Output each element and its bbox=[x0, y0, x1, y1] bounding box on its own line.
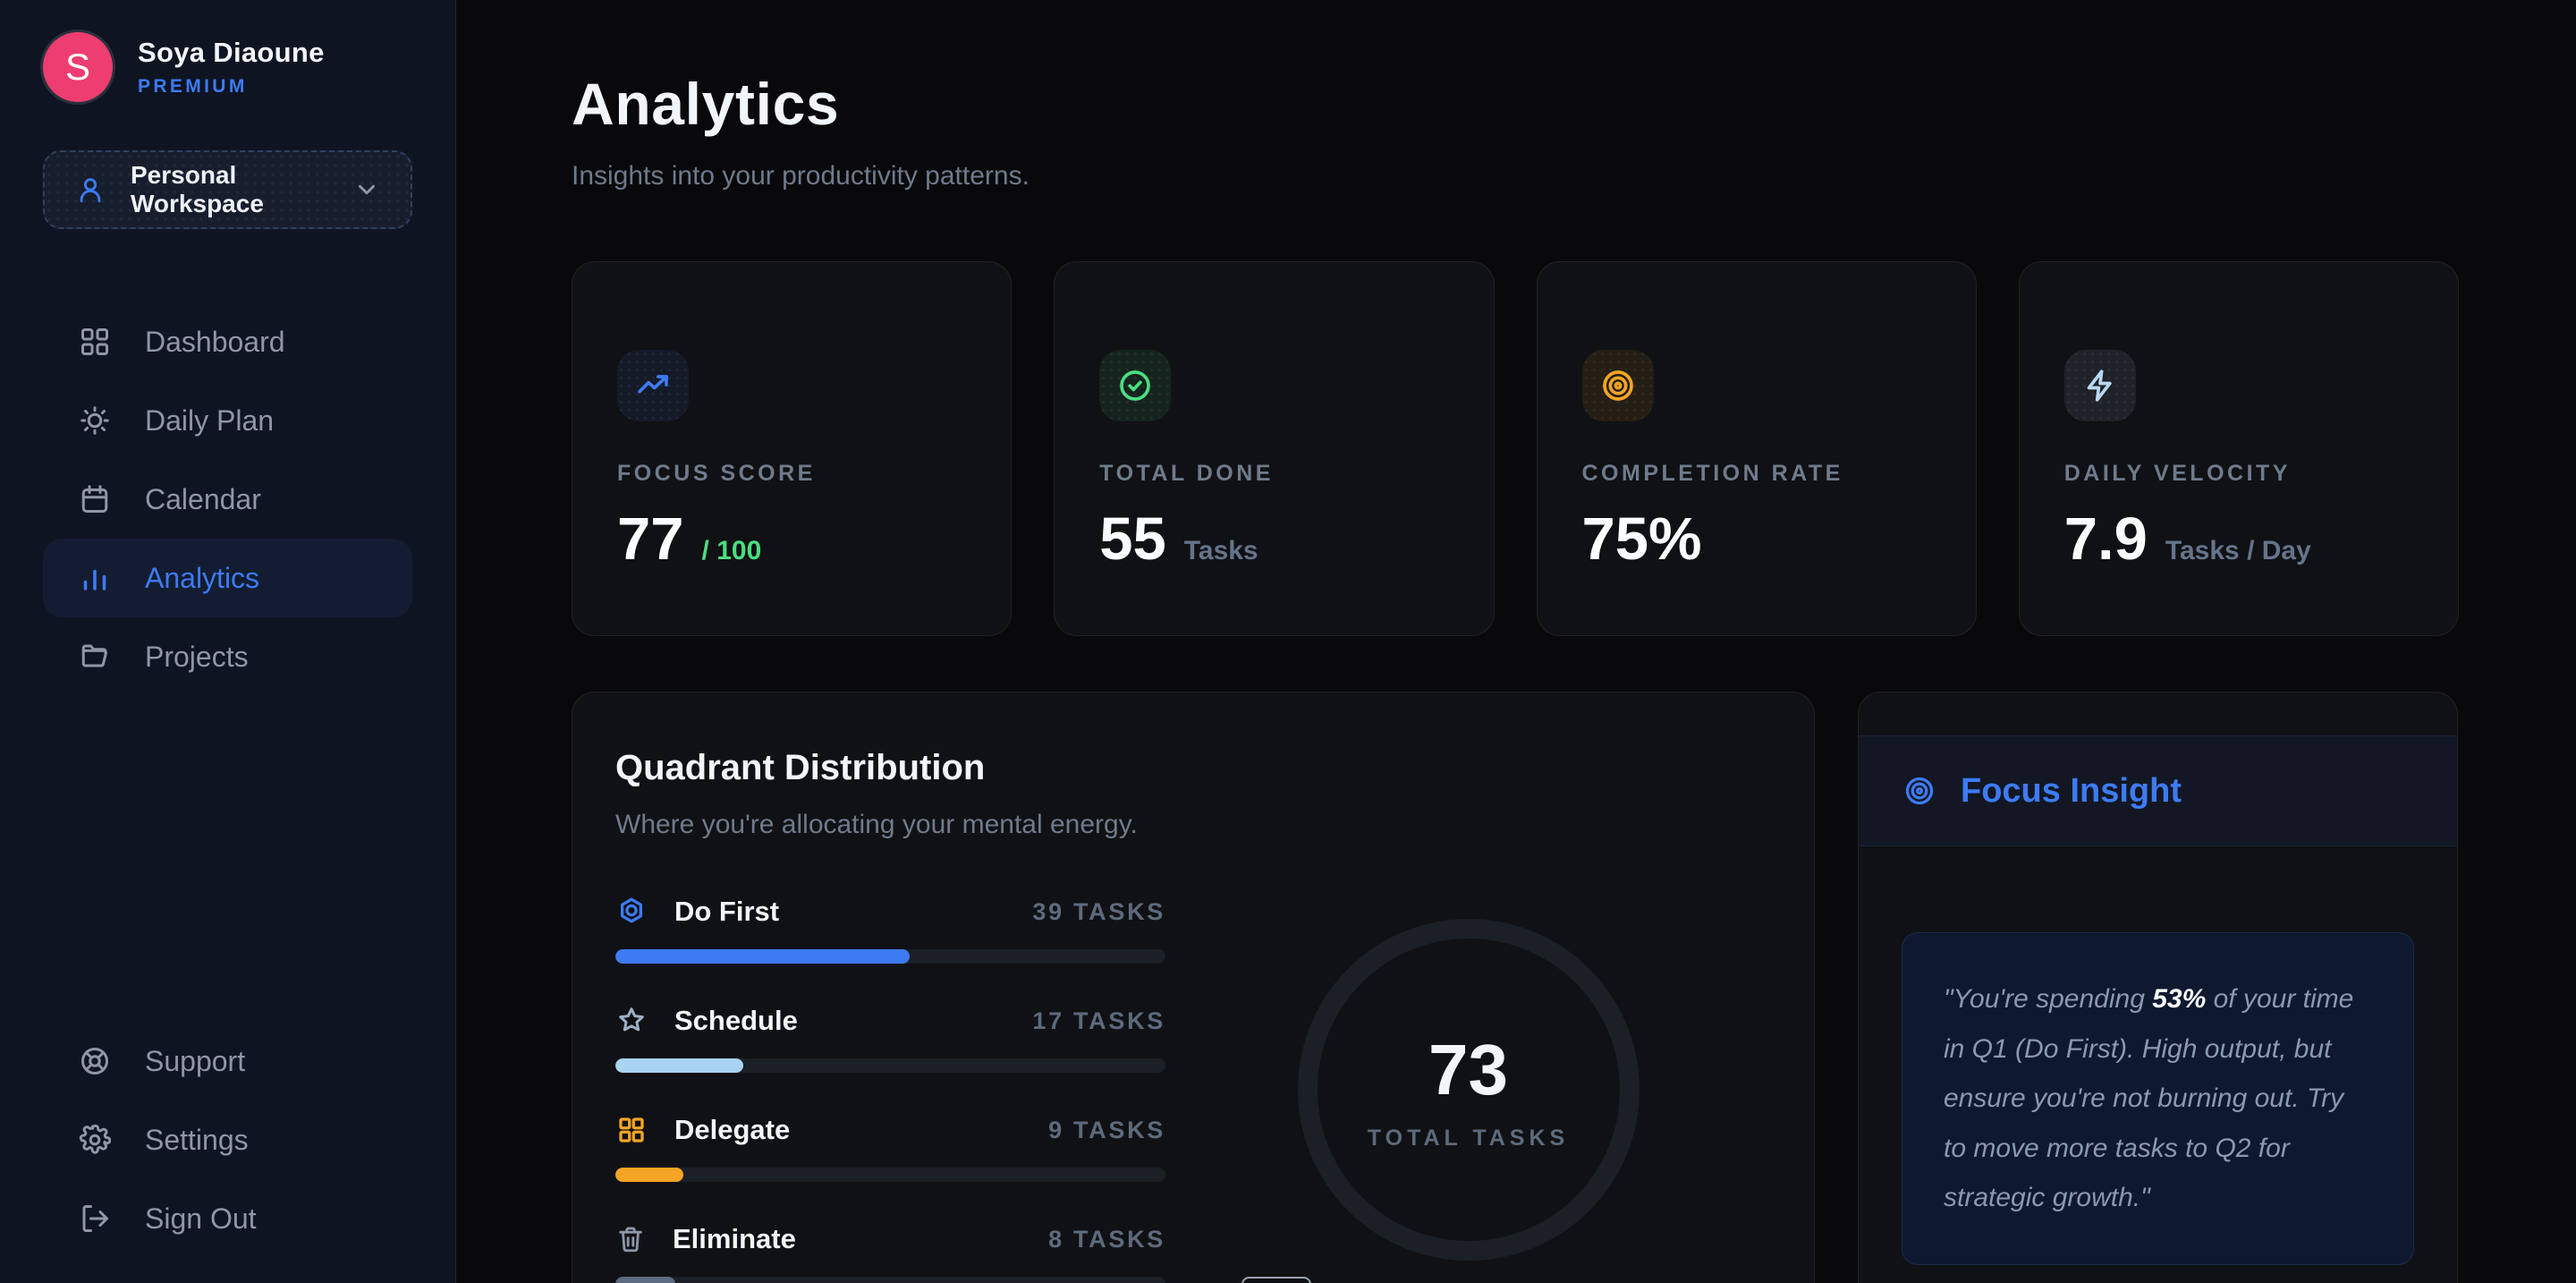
stat-card-total-done: TOTAL DONE 55 Tasks bbox=[1054, 261, 1495, 636]
trending-up-icon bbox=[617, 350, 689, 421]
progress-fill bbox=[615, 1168, 683, 1182]
stat-suffix: Tasks / Day bbox=[2165, 536, 2311, 565]
sidebar-item-label: Support bbox=[145, 1044, 246, 1077]
stat-suffix: Tasks bbox=[1183, 536, 1258, 565]
donut-total-value: 73 bbox=[1428, 1029, 1508, 1109]
sidebar-item-label: Projects bbox=[145, 640, 249, 673]
target-icon bbox=[1903, 775, 1936, 807]
star-icon bbox=[615, 1005, 648, 1037]
main-content: Analytics Insights into your productivit… bbox=[456, 0, 2576, 1283]
grid-icon bbox=[79, 326, 111, 358]
quadrant-rows: Do First 39 TASKS Schedule 17 TASKS bbox=[615, 896, 1165, 1283]
sidebar-item-projects[interactable]: Projects bbox=[43, 617, 412, 696]
trash-icon bbox=[615, 1224, 646, 1254]
focus-insight-header: Focus Insight bbox=[1859, 735, 2457, 846]
sidebar-item-label: Daily Plan bbox=[145, 404, 275, 437]
donut-total-label: TOTAL TASKS bbox=[1367, 1125, 1570, 1151]
user-name: Soya Diaoune bbox=[138, 37, 325, 68]
donut-chart: 73 TOTAL TASKS bbox=[1165, 896, 1771, 1261]
quote-text: of your time in Q1 (Do First). High outp… bbox=[1944, 984, 2354, 1212]
user-profile: S Soya Diaoune PREMIUM bbox=[0, 32, 455, 102]
quadrant-row-eliminate: Eliminate 8 TASKS bbox=[615, 1223, 1165, 1283]
quadrant-distribution-card: Quadrant Distribution Where you're alloc… bbox=[572, 692, 1815, 1283]
quadrant-row-do-first: Do First 39 TASKS bbox=[615, 896, 1165, 964]
stat-value: 7.9 bbox=[2063, 506, 2148, 573]
stat-card-focus-score: FOCUS SCORE 77 / 100 bbox=[572, 261, 1013, 636]
gear-icon bbox=[79, 1124, 111, 1156]
stat-label: COMPLETION RATE bbox=[1581, 461, 1843, 486]
progress-track bbox=[615, 949, 1165, 964]
lower-section: Quadrant Distribution Where you're alloc… bbox=[572, 692, 2459, 1283]
workspace-selector[interactable]: Personal Workspace bbox=[43, 150, 412, 229]
progress-fill bbox=[615, 949, 910, 964]
progress-fill bbox=[615, 1277, 676, 1283]
focus-insight-card: Focus Insight "You're spending 53% of yo… bbox=[1858, 692, 2458, 1283]
focus-insight-title: Focus Insight bbox=[1961, 771, 2182, 810]
quadrant-subtitle: Where you're allocating your mental ener… bbox=[615, 810, 1138, 839]
grid-icon bbox=[615, 1114, 648, 1146]
quadrant-name: Eliminate bbox=[673, 1223, 796, 1254]
sidebar: S Soya Diaoune PREMIUM Personal Workspac… bbox=[0, 0, 456, 1283]
check-circle-icon bbox=[1099, 350, 1172, 421]
workspace-label: Personal Workspace bbox=[131, 161, 264, 217]
quadrant-count: 8 TASKS bbox=[1048, 1225, 1165, 1253]
quadrant-name: Do First bbox=[674, 896, 780, 927]
zap-icon bbox=[2063, 350, 2136, 421]
quadrant-row-schedule: Schedule 17 TASKS bbox=[615, 1005, 1165, 1073]
sidebar-item-settings[interactable]: Settings bbox=[43, 1100, 412, 1179]
sidebar-item-support[interactable]: Support bbox=[43, 1022, 412, 1100]
sidebar-item-analytics[interactable]: Analytics bbox=[43, 539, 412, 617]
stat-value: 55 bbox=[1099, 506, 1166, 573]
stat-label: FOCUS SCORE bbox=[617, 461, 816, 486]
bar-chart-icon bbox=[79, 562, 111, 594]
quadrant-title: Quadrant Distribution bbox=[615, 748, 986, 787]
stat-value: 75% bbox=[1581, 506, 1702, 573]
sidebar-item-sign-out[interactable]: Sign Out bbox=[43, 1179, 412, 1258]
sidebar-item-dashboard[interactable]: Dashboard bbox=[43, 302, 412, 381]
quote-highlight: 53% bbox=[2152, 984, 2207, 1014]
badge-target-icon bbox=[615, 896, 648, 928]
plan-badge: PREMIUM bbox=[138, 76, 248, 97]
sidebar-item-daily-plan[interactable]: Daily Plan bbox=[43, 381, 412, 460]
sidebar-footer: Support Settings Sign Out bbox=[0, 1022, 455, 1258]
sidebar-item-label: Sign Out bbox=[145, 1202, 257, 1235]
stat-label: DAILY VELOCITY bbox=[2063, 461, 2291, 486]
sidebar-item-calendar[interactable]: Calendar bbox=[43, 460, 412, 539]
stat-card-completion-rate: COMPLETION RATE 75% bbox=[1536, 261, 1977, 636]
progress-fill bbox=[615, 1058, 744, 1073]
page-subtitle: Insights into your productivity patterns… bbox=[572, 161, 1030, 191]
stat-label: TOTAL DONE bbox=[1099, 461, 1274, 486]
scroll-pill[interactable] bbox=[1241, 1277, 1311, 1283]
sun-icon bbox=[79, 404, 111, 437]
sidebar-nav: Dashboard Daily Plan Calendar Analytics … bbox=[0, 302, 455, 696]
log-out-icon bbox=[79, 1202, 111, 1235]
quadrant-count: 9 TASKS bbox=[1048, 1116, 1165, 1143]
stat-value: 77 bbox=[617, 506, 684, 573]
target-icon bbox=[1581, 350, 1654, 421]
insight-quote: "You're spending 53% of your time in Q1 … bbox=[1902, 932, 2414, 1265]
stats-row: FOCUS SCORE 77 / 100 TOTAL DONE 55 Tasks… bbox=[572, 261, 2459, 636]
chevron-down-icon bbox=[353, 176, 380, 203]
folder-icon bbox=[79, 641, 111, 673]
sidebar-item-label: Settings bbox=[145, 1123, 249, 1156]
progress-track bbox=[615, 1277, 1165, 1283]
sidebar-item-label: Dashboard bbox=[145, 325, 285, 358]
person-icon bbox=[75, 174, 106, 205]
avatar[interactable]: S bbox=[43, 32, 113, 102]
quadrant-name: Schedule bbox=[674, 1005, 798, 1036]
calendar-icon bbox=[79, 483, 111, 515]
page-title: Analytics bbox=[572, 71, 840, 137]
progress-track bbox=[615, 1058, 1165, 1073]
sidebar-item-label: Calendar bbox=[145, 482, 261, 515]
quote-text: "You're spending bbox=[1944, 984, 2153, 1014]
quadrant-count: 17 TASKS bbox=[1032, 1007, 1165, 1034]
stat-card-daily-velocity: DAILY VELOCITY 7.9 Tasks / Day bbox=[2018, 261, 2459, 636]
sidebar-item-label: Analytics bbox=[145, 561, 260, 594]
life-buoy-icon bbox=[79, 1045, 111, 1077]
quadrant-row-delegate: Delegate 9 TASKS bbox=[615, 1114, 1165, 1182]
quadrant-name: Delegate bbox=[674, 1114, 791, 1145]
quadrant-count: 39 TASKS bbox=[1032, 897, 1165, 925]
stat-suffix: / 100 bbox=[701, 536, 762, 565]
progress-track bbox=[615, 1168, 1165, 1182]
